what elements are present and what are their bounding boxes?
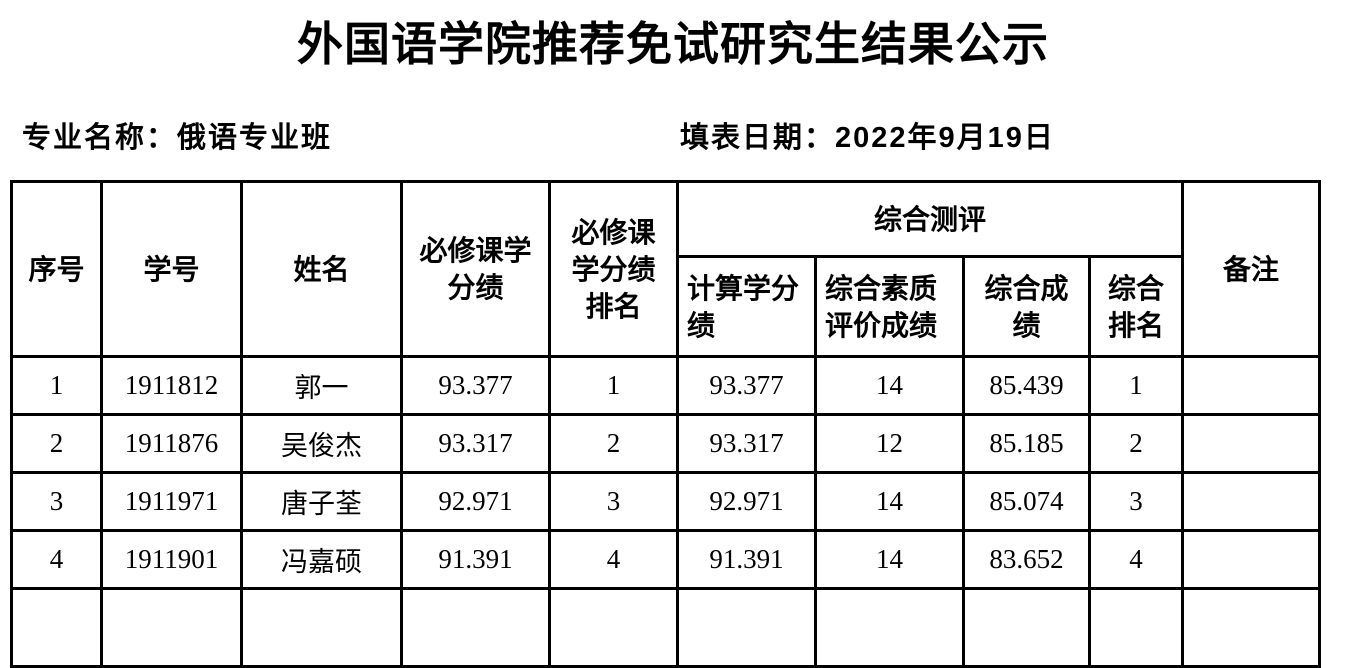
cell-remarks: [1181, 587, 1322, 668]
cell-required-gpa: 91.391: [400, 529, 551, 590]
cell-quality-score: 14: [814, 355, 965, 416]
cell-comprehensive-score: 85.185: [962, 413, 1091, 474]
cell-student-id: 1911901: [100, 529, 243, 590]
meta-row: 专业名称：俄语专业班 填表日期：2022年9月19日: [22, 114, 1346, 156]
cell-calc-gpa: 92.971: [676, 471, 817, 532]
col-header-comprehensive-rank: 综合排名: [1087, 255, 1185, 358]
table-body: 1 1911812 郭一 93.377 1 93.377 14 85.439 1…: [10, 355, 1322, 668]
cell-remarks: [1181, 529, 1322, 590]
cell-required-gpa-rank: [548, 587, 679, 668]
date-label: 填表日期：2022年9月19日: [680, 122, 1055, 154]
col-header-remarks: 备注: [1181, 180, 1322, 358]
cell-quality-score: 14: [814, 471, 965, 532]
cell-comprehensive-score: [962, 587, 1091, 668]
cell-calc-gpa: 93.317: [676, 413, 817, 474]
cell-student-id: 1911971: [100, 471, 243, 532]
table-row: 3 1911971 唐子荃 92.971 3 92.971 14 85.074 …: [10, 471, 1322, 532]
cell-comprehensive-score: 85.074: [962, 471, 1091, 532]
cell-comprehensive-rank: 3: [1087, 471, 1185, 532]
cell-required-gpa: 93.317: [400, 413, 551, 474]
cell-remarks: [1181, 355, 1322, 416]
cell-index: 4: [10, 529, 103, 590]
cell-quality-score: 12: [814, 413, 965, 474]
cell-comprehensive-rank: 1: [1087, 355, 1185, 416]
cell-calc-gpa: [676, 587, 817, 668]
cell-index: 2: [10, 413, 103, 474]
header-row-sub: 计算学分绩 综合素质评价成绩 综合成绩 综合排名: [12, 255, 1320, 358]
cell-comprehensive-score: 83.652: [962, 529, 1091, 590]
cell-student-id: 1911812: [100, 355, 243, 416]
cell-remarks: [1181, 471, 1322, 532]
cell-comprehensive-score: 85.439: [962, 355, 1091, 416]
major-label: 专业名称：俄语专业班: [22, 122, 333, 154]
cell-quality-score: [814, 587, 965, 668]
cell-name: 唐子荃: [240, 471, 403, 532]
cell-required-gpa-rank: 3: [548, 471, 679, 532]
col-header-comprehensive-score: 综合成绩: [962, 255, 1091, 358]
cell-required-gpa-rank: 4: [548, 529, 679, 590]
cell-comprehensive-rank: 2: [1087, 413, 1185, 474]
cell-student-id: 1911876: [100, 413, 243, 474]
cell-name: 吴俊杰: [240, 413, 403, 474]
table-row: 4 1911901 冯嘉硕 91.391 4 91.391 14 83.652 …: [10, 529, 1322, 590]
col-header-quality-score: 综合素质评价成绩: [814, 255, 965, 358]
table-row: 1 1911812 郭一 93.377 1 93.377 14 85.439 1: [10, 355, 1322, 416]
cell-comprehensive-rank: [1087, 587, 1185, 668]
cell-quality-score: 14: [814, 529, 965, 590]
cell-comprehensive-rank: 4: [1087, 529, 1185, 590]
col-header-comprehensive-group: 综合测评: [675, 180, 1185, 258]
col-header-name: 姓名: [240, 180, 403, 358]
col-header-index: 序号: [10, 180, 103, 358]
col-header-required-gpa: 必修课学分绩: [400, 180, 551, 358]
cell-student-id: [100, 587, 243, 668]
cell-index: [10, 587, 103, 668]
results-table: 序号 学号 姓名 必修课学分绩 必修课学分绩排名 综合测评 备注 计算学分绩 综…: [10, 180, 1322, 668]
col-header-student-id: 学号: [100, 180, 243, 358]
cell-required-gpa: [400, 587, 551, 668]
empty-table-row: [10, 587, 1322, 668]
col-header-required-gpa-rank: 必修课学分绩排名: [548, 180, 679, 358]
table-row: 2 1911876 吴俊杰 93.317 2 93.317 12 85.185 …: [10, 413, 1322, 474]
cell-required-gpa: 93.377: [400, 355, 551, 416]
cell-calc-gpa: 91.391: [676, 529, 817, 590]
cell-required-gpa-rank: 1: [548, 355, 679, 416]
cell-name: [240, 587, 403, 668]
cell-required-gpa-rank: 2: [548, 413, 679, 474]
cell-name: 冯嘉硕: [240, 529, 403, 590]
cell-required-gpa: 92.971: [400, 471, 551, 532]
cell-index: 3: [10, 471, 103, 532]
cell-calc-gpa: 93.377: [676, 355, 817, 416]
cell-index: 1: [10, 355, 103, 416]
cell-remarks: [1181, 413, 1322, 474]
col-header-calc-gpa: 计算学分绩: [676, 255, 817, 358]
page-title: 外国语学院推荐免试研究生结果公示: [297, 19, 1049, 70]
header-row-top: 序号 学号 姓名 必修课学分绩 必修课学分绩排名 综合测评 备注: [10, 180, 1322, 358]
cell-name: 郭一: [240, 355, 403, 416]
